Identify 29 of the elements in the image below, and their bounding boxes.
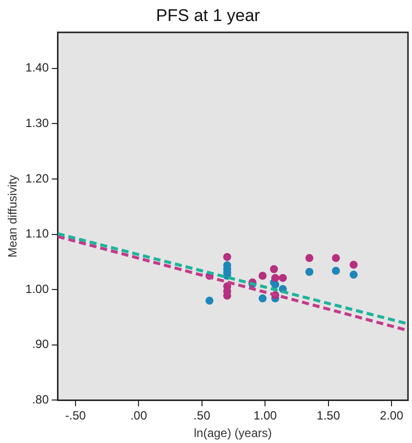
- y-tick-label: 1.40: [25, 60, 50, 75]
- y-axis-title: Mean diffusivity: [6, 175, 20, 258]
- y-tick-label: .80: [32, 392, 50, 407]
- y-tick-label: 1.10: [25, 226, 50, 241]
- x-tick-label: -.50: [65, 408, 86, 423]
- point: [258, 272, 267, 280]
- point: [278, 274, 287, 282]
- point: [350, 260, 358, 269]
- point: [305, 268, 314, 276]
- y-tick-label: 1.20: [25, 171, 50, 186]
- point: [350, 270, 358, 279]
- chart-title: PFS at 1 year: [156, 6, 260, 25]
- y-tick-label: .90: [32, 337, 50, 352]
- y-tick-label: 1.00: [25, 282, 50, 296]
- x-tick-label: 1.50: [316, 408, 340, 423]
- x-tick-label: 2.00: [380, 408, 404, 423]
- point: [332, 266, 340, 275]
- point: [205, 296, 214, 305]
- x-tick-label: 1.00: [253, 408, 278, 423]
- point: [258, 294, 267, 302]
- point: [270, 265, 278, 274]
- point: [305, 254, 314, 262]
- x-axis-title: ln(age) (years): [194, 426, 272, 440]
- point: [332, 254, 340, 262]
- point: [271, 274, 280, 282]
- x-tick-label: .50: [194, 408, 211, 423]
- point: [223, 252, 232, 261]
- x-tick-label: .00: [130, 408, 148, 423]
- y-tick-label: 1.30: [25, 116, 50, 130]
